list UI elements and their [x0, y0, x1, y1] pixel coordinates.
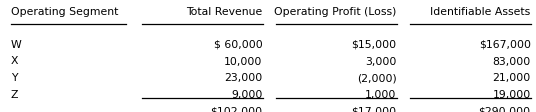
Text: $ 60,000: $ 60,000 [214, 39, 263, 49]
Text: (2,000): (2,000) [357, 73, 397, 83]
Text: 1,000: 1,000 [365, 90, 397, 99]
Text: Y: Y [11, 73, 17, 83]
Text: $15,000: $15,000 [352, 39, 397, 49]
Text: Identifiable Assets: Identifiable Assets [430, 7, 531, 17]
Text: 21,000: 21,000 [493, 73, 531, 83]
Text: 23,000: 23,000 [225, 73, 263, 83]
Text: W: W [11, 39, 21, 49]
Text: $167,000: $167,000 [479, 39, 531, 49]
Text: Operating Segment: Operating Segment [11, 7, 118, 17]
Text: Z: Z [11, 90, 18, 99]
Text: 83,000: 83,000 [493, 56, 531, 66]
Text: 10,000: 10,000 [224, 56, 263, 66]
Text: 19,000: 19,000 [493, 90, 531, 99]
Text: 3,000: 3,000 [365, 56, 397, 66]
Text: X: X [11, 56, 18, 66]
Text: Total Revenue: Total Revenue [187, 7, 263, 17]
Text: Operating Profit (Loss): Operating Profit (Loss) [274, 7, 397, 17]
Text: $102,000: $102,000 [211, 105, 263, 112]
Text: 9,000: 9,000 [231, 90, 263, 99]
Text: $17,000: $17,000 [352, 105, 397, 112]
Text: $290,000: $290,000 [479, 105, 531, 112]
